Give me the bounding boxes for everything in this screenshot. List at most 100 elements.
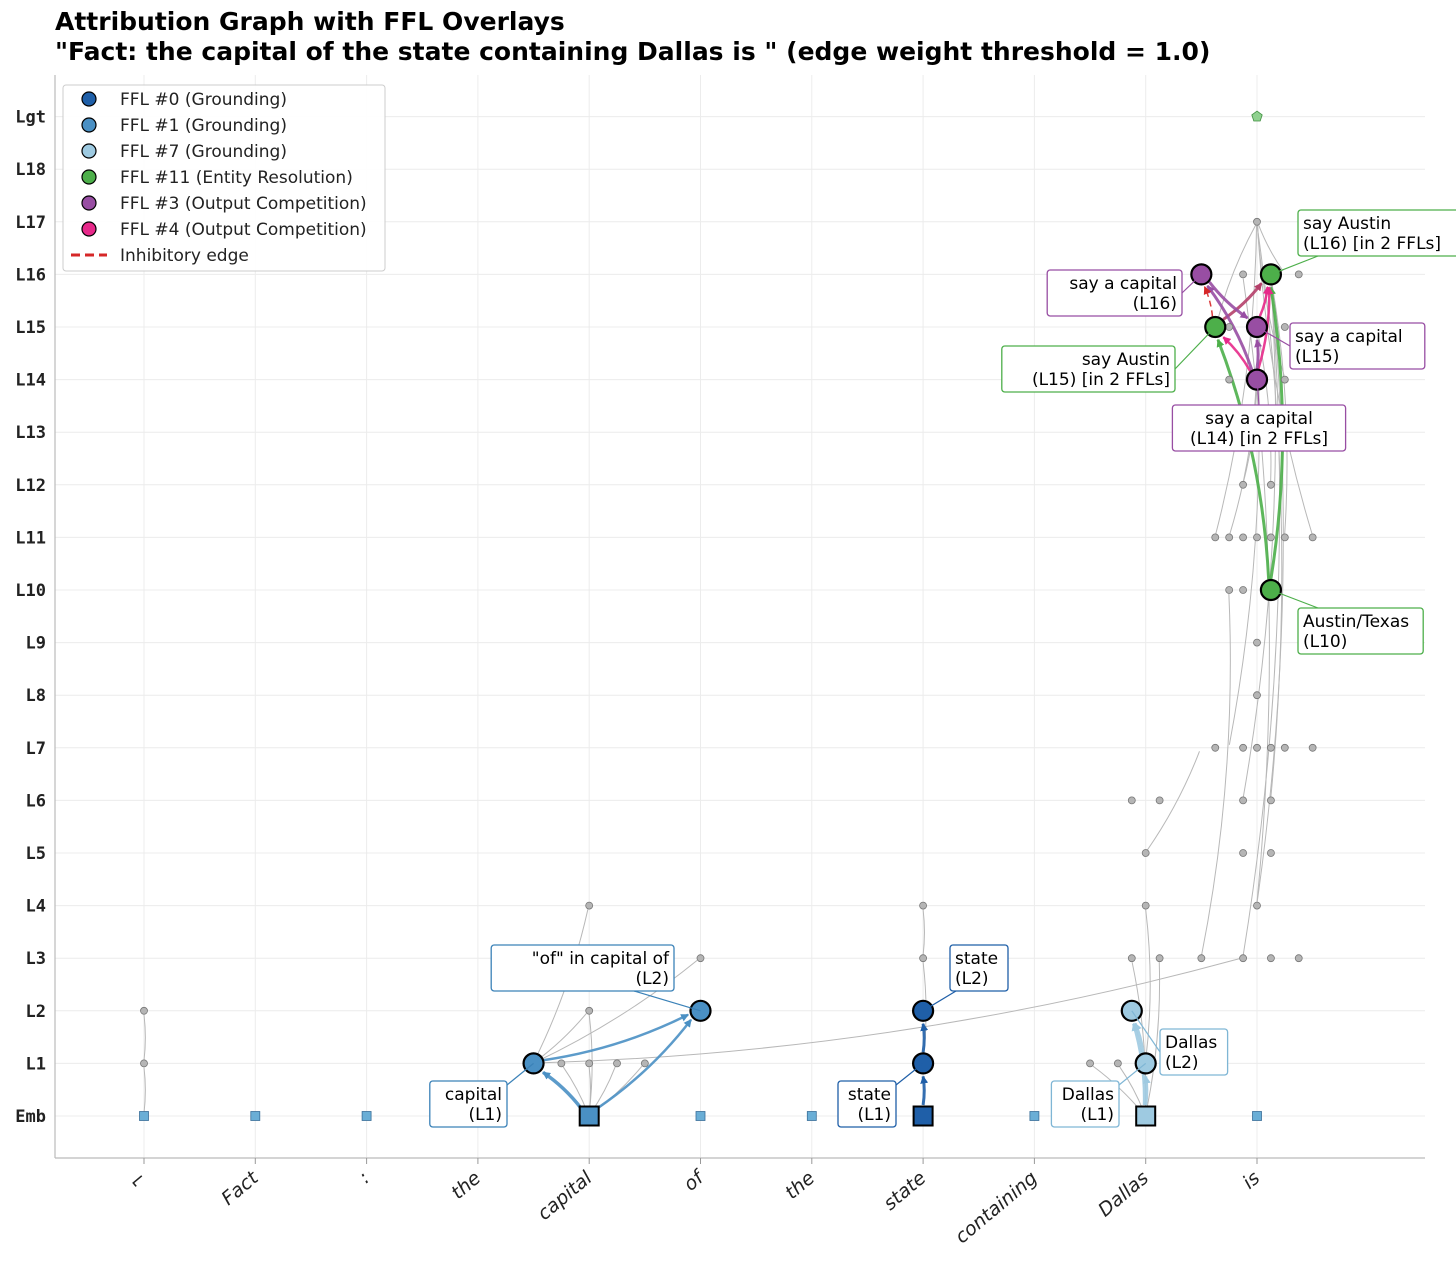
annotation-leader-da_l2	[1131, 1010, 1161, 1053]
gray-node-0	[140, 1006, 148, 1015]
gray-node-35	[1267, 796, 1275, 805]
gray-node-47	[1225, 375, 1234, 384]
gray-edge-20	[1242, 278, 1281, 956]
ffl-edge-da_emb-to-da_l1	[1142, 1075, 1151, 1106]
annotation-line-cap_l1-0: capital	[445, 1085, 502, 1105]
embedding-marker-6	[806, 1111, 817, 1121]
chart-title-line-1: Attribution Graph with FFL Overlays	[55, 7, 565, 36]
gray-node-12	[1113, 1059, 1122, 1068]
gray-node-34	[1239, 796, 1247, 805]
annotation-leader-cap_l1	[506, 1062, 534, 1086]
annotation-leader-aus_l10	[1270, 589, 1319, 609]
gray-node-4	[585, 1059, 594, 1068]
gray-edge-18	[1146, 751, 1200, 851]
annotation-aus_l16: say Austin(L16) [in 2 FFLs]	[1270, 209, 1456, 275]
gray-node-7	[640, 1059, 649, 1068]
annotation-leader-st_l1	[895, 1062, 924, 1086]
gray-node-16	[1141, 849, 1150, 857]
annotation-leader-aus_l15	[1174, 326, 1216, 370]
y-tick-label-L15: L15	[15, 318, 46, 338]
ffl-node-da_emb	[1135, 1105, 1157, 1127]
y-tick-label-L9: L9	[26, 634, 46, 654]
y-tick-label-Lgt: Lgt	[15, 108, 46, 128]
annotation-line-of_l2-0: "of" in capital of	[532, 949, 670, 969]
annotation-line-st_l1-0: state	[848, 1085, 891, 1105]
gray-edge-0	[143, 1014, 146, 1061]
background-nodes	[139, 110, 1317, 1121]
annotation-aus_l10: Austin/Texas(L10)	[1270, 589, 1424, 655]
embedding-marker-2	[361, 1111, 372, 1121]
x-tick-label-7: state	[879, 1167, 930, 1215]
ffl-edge-cap_emb-to-cap_l1	[542, 1070, 583, 1110]
legend-swatch-0	[81, 91, 97, 107]
gray-node-53	[1253, 217, 1261, 226]
annotation-cap_l16: say a capital(L16)	[1046, 269, 1202, 317]
annotation-line-aus_l15-0: say Austin	[1082, 350, 1170, 370]
legend-label-4: FFL #3 (Output Competition)	[120, 194, 367, 214]
gray-edge-31	[1229, 383, 1257, 535]
annotation-line-da_l2-0: Dallas	[1165, 1033, 1217, 1053]
annotation-box-aus_l10	[1297, 607, 1424, 655]
gray-node-14	[1155, 954, 1164, 963]
legend-swatch-4	[81, 195, 97, 211]
annotation-line-cap_l15-0: say a capital	[1295, 327, 1403, 347]
node-annotations: capital(L1)"of" in capital of(L2)state(L…	[429, 209, 1456, 1128]
gray-node-29	[1253, 638, 1261, 647]
annotation-line-st_l2-0: state	[955, 949, 998, 969]
annotation-leader-cap_l14	[1256, 379, 1260, 406]
y-tick-label-Emb: Emb	[15, 1107, 46, 1127]
annotation-line-of_l2-1: (L2)	[635, 969, 669, 989]
gray-node-23	[1211, 743, 1220, 752]
y-tick-label-L11: L11	[15, 528, 46, 548]
gray-node-41	[1253, 533, 1261, 542]
x-tick-label-5: of	[680, 1165, 711, 1196]
annotation-leader-da_l1	[1118, 1062, 1147, 1086]
legend-label-3: FFL #11 (Entity Resolution)	[120, 168, 353, 188]
gray-node-1	[140, 1059, 148, 1068]
gray-edge-26	[1215, 225, 1257, 535]
embedding-marker-0	[139, 1111, 149, 1121]
gray-node-25	[1253, 743, 1261, 752]
gray-edge-28	[1257, 224, 1284, 272]
gray-node-52	[1294, 270, 1303, 279]
ffl-edge-cap_l14-to-cap_l16	[1206, 284, 1254, 371]
gray-node-19	[1197, 954, 1206, 963]
legend-swatch-2	[81, 143, 97, 159]
annotation-box-aus_l15	[1001, 345, 1176, 393]
x-tick-label-10: is	[1238, 1167, 1264, 1194]
x-tick-label-8: containing	[951, 1167, 1042, 1248]
y-tick-label-L10: L10	[15, 581, 46, 601]
ffl-edge-aus_l15-to-cap_l16	[1203, 286, 1214, 317]
annotation-box-cap_l1	[429, 1080, 508, 1128]
annotation-leader-of_l2	[633, 990, 701, 1012]
legend-swatch-3	[81, 169, 97, 185]
annotation-line-cap_l14-1: (L14) [in 2 FFLs]	[1190, 429, 1328, 449]
gray-node-36	[1225, 586, 1234, 594]
x-tick-label-4: capital	[533, 1167, 597, 1225]
x-tick-label-2: :	[355, 1167, 374, 1188]
annotation-box-cap_l14	[1171, 404, 1347, 452]
gray-node-24	[1239, 743, 1247, 752]
annotation-box-st_l1	[837, 1080, 897, 1128]
gray-node-44	[1308, 533, 1317, 542]
x-tick-label-9: Dallas	[1094, 1167, 1153, 1221]
embedding-marker-8	[1029, 1111, 1040, 1121]
y-tick-label-L14: L14	[15, 371, 46, 391]
gray-node-8	[696, 954, 705, 963]
annotation-line-aus_l16-0: say Austin	[1303, 214, 1391, 234]
annotation-line-cap_l16-1: (L16)	[1133, 294, 1177, 314]
ffl-edge-cap_l15-to-aus_l16	[1258, 285, 1271, 317]
gray-node-38	[1211, 533, 1220, 542]
annotation-box-cap_l16	[1046, 269, 1183, 317]
annotation-line-aus_l15-1: (L15) [in 2 FFLs]	[1032, 370, 1170, 390]
gray-edge-19	[1201, 593, 1231, 956]
annotation-cap_l15: say a capital(L15)	[1256, 322, 1426, 370]
logit-marker	[1251, 110, 1263, 122]
ffl-edges	[542, 281, 1285, 1110]
gray-node-21	[1267, 954, 1275, 963]
annotation-line-da_l2-1: (L2)	[1165, 1053, 1199, 1073]
legend-label-1: FFL #1 (Grounding)	[120, 116, 287, 136]
gray-node-15	[1141, 901, 1150, 910]
gray-edge-4	[535, 959, 698, 1063]
annotation-line-da_l1-0: Dallas	[1062, 1085, 1114, 1105]
